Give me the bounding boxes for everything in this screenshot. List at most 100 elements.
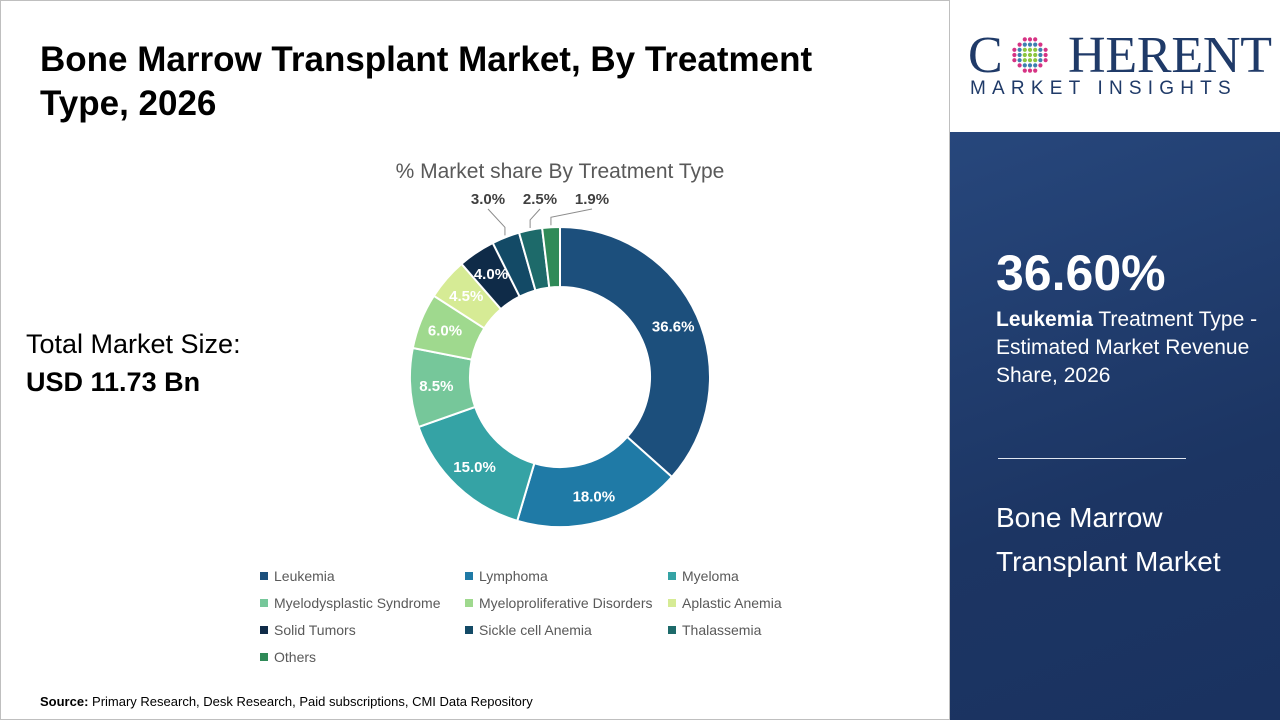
data-label: 36.6% [652, 318, 695, 335]
highlight-text: Treatment Type - Estimated Market Revenu… [996, 308, 1258, 387]
legend-label: Thalassemia [682, 622, 762, 638]
logo-wordmark: C HERENT [968, 27, 1278, 92]
logo-globe-dot [1033, 42, 1038, 47]
data-label: 8.5% [419, 378, 453, 395]
total-market-size: Total Market Size: USD 11.73 Bn [26, 325, 241, 401]
legend-label: Lymphoma [479, 568, 548, 584]
legend-item: Leukemia [260, 568, 335, 584]
company-logo: C HERENT MARKET INSIGHTS [950, 0, 1280, 132]
legend-swatch [260, 599, 268, 607]
logo-globe-dot [1027, 58, 1033, 63]
logo-subtitle: MARKET INSIGHTS [970, 78, 1237, 99]
legend-item: Aplastic Anemia [668, 595, 782, 611]
legend-label: Aplastic Anemia [682, 595, 782, 611]
logo-globe-dot [1022, 63, 1027, 68]
donut-chart: 36.6% 18.0% 15.0% 8.5% 6.0% 4.5% 4.0% 3.0% 2.5% 1… [409, 191, 711, 528]
logo-globe-dot [1043, 52, 1048, 58]
legend-swatch [465, 626, 473, 634]
logo-globe-dot [1033, 58, 1038, 63]
donut-slice-leukemia [559, 225, 711, 479]
leader-line [487, 208, 506, 236]
svg-text:C: C [968, 27, 1004, 84]
logo-globe-dot [1038, 47, 1043, 52]
logo-globe-dot [1027, 63, 1033, 68]
total-market-value: USD 11.73 Bn [26, 367, 201, 397]
logo-globe-dot [1017, 47, 1022, 52]
legend-swatch [260, 572, 268, 580]
market-name: Bone Marrow Transplant Market [996, 502, 1221, 577]
legend-swatch [668, 599, 676, 607]
logo-globe-dot [1022, 37, 1027, 42]
legend-item: Myeloma [668, 568, 739, 584]
logo-globe-dot [1012, 52, 1017, 58]
legend-swatch [260, 626, 268, 634]
logo-globe-dot [1022, 58, 1027, 63]
logo-globe-dot [1038, 52, 1043, 58]
legend-label: Others [274, 649, 317, 665]
legend-item: Others [260, 649, 316, 665]
legend-label: Sickle cell Anemia [479, 622, 592, 638]
logo-globe-dot [1012, 58, 1017, 63]
legend-item: Myelodysplastic Syndrome [260, 595, 441, 611]
logo-globe-dot [1038, 42, 1043, 47]
legend-item: Lymphoma [465, 568, 548, 584]
logo-globe-dot [1022, 52, 1027, 58]
chart-title: % Market share By Treatment Type [395, 160, 725, 183]
logo-globe-dot [1033, 47, 1038, 52]
page-title: Bone Marrow Transplant Market, By Treatm… [40, 40, 813, 123]
data-label: 15.0% [453, 459, 496, 476]
source-text: Primary Research, Desk Research, Paid su… [88, 694, 533, 709]
logo-globe-dot [1027, 47, 1033, 52]
logo-globe-dot [1027, 42, 1033, 47]
logo-globe-dot [1022, 68, 1027, 73]
data-label: 1.9% [575, 191, 609, 208]
data-label: 3.0% [471, 191, 505, 208]
highlight-segment: Leukemia [996, 308, 1093, 331]
donut-slice-others [541, 225, 561, 289]
legend-swatch [465, 599, 473, 607]
legend-swatch [465, 572, 473, 580]
source-note: Source: Primary Research, Desk Research,… [40, 694, 533, 709]
logo-globe-dot [1033, 37, 1038, 42]
legend-swatch [260, 653, 268, 661]
logo-globe-dot [1043, 58, 1048, 63]
legend-label: Myelodysplastic Syndrome [274, 595, 441, 611]
logo-globe-dot [1017, 42, 1022, 47]
legend-label: Leukemia [274, 568, 335, 584]
highlight-description: Leukemia Treatment Type - Estimated Mark… [996, 306, 1266, 390]
legend-item: Myeloproliferative Disorders [465, 595, 653, 611]
legend-swatch [668, 572, 676, 580]
logo-globe-dot [1038, 58, 1043, 63]
leader-line [550, 208, 593, 226]
highlight-value: 36.60% [996, 245, 1166, 301]
logo-globe-dot [1027, 37, 1033, 42]
logo-globe-dot [1027, 52, 1033, 58]
leader-line [529, 208, 541, 228]
logo-globe-dot [1027, 68, 1033, 73]
logo-globe-dot [1017, 63, 1022, 68]
legend-swatch [668, 626, 676, 634]
data-label: 4.5% [449, 288, 483, 305]
total-market-label: Total Market Size: [26, 329, 241, 359]
legend-label: Myeloproliferative Disorders [479, 595, 653, 611]
divider [998, 458, 1186, 459]
data-label: 2.5% [523, 191, 557, 208]
logo-globe-dot [1017, 58, 1022, 63]
logo-globe-dot [1033, 68, 1038, 73]
legend-item: Solid Tumors [260, 622, 356, 638]
logo-globe-dot [1017, 52, 1022, 58]
data-label: 18.0% [573, 488, 616, 505]
logo-globe-dot [1022, 42, 1027, 47]
data-label: 6.0% [428, 323, 462, 340]
highlight-panel: 36.60% Leukemia Treatment Type - Estimat… [950, 132, 1280, 720]
svg-text:HERENT: HERENT [1068, 27, 1273, 84]
logo-globe-dot [1043, 47, 1048, 52]
source-label: Source: [40, 694, 89, 709]
logo-globe-dot [1033, 52, 1038, 58]
legend-item: Sickle cell Anemia [465, 622, 592, 638]
data-label: 4.0% [474, 266, 508, 283]
logo-globe-dot [1033, 63, 1038, 68]
logo-globe-dot [1022, 47, 1027, 52]
legend-label: Solid Tumors [274, 622, 356, 638]
legend-label: Myeloma [682, 568, 739, 584]
